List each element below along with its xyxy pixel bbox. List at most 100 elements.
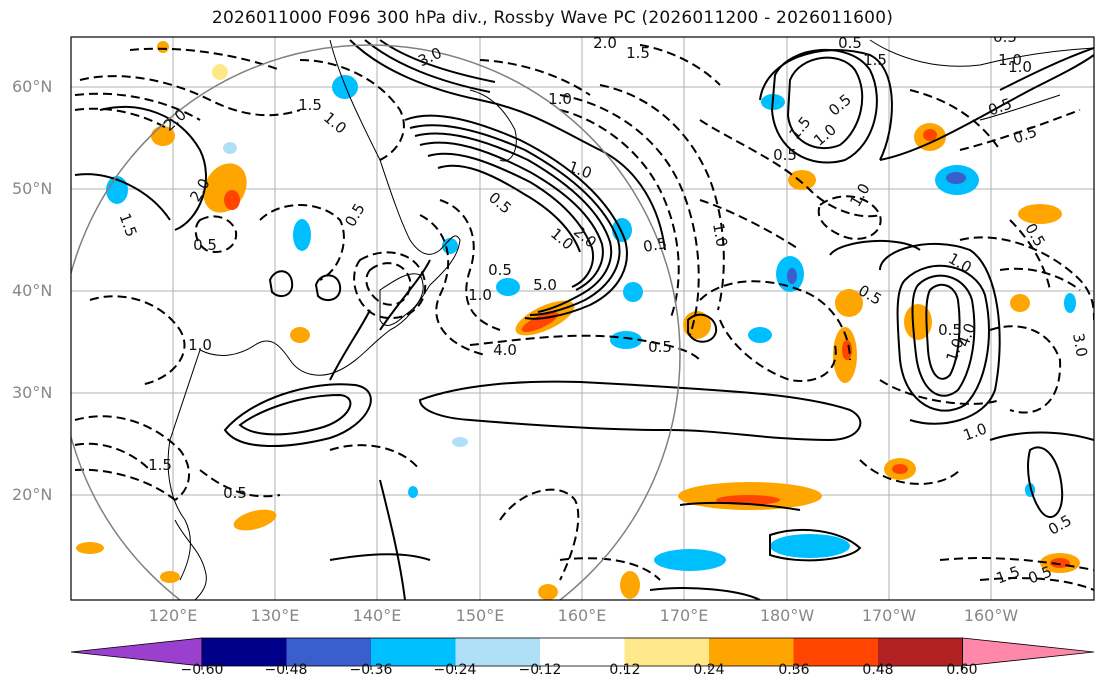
contour-label: 1.0 — [1008, 58, 1032, 76]
patch-negative — [332, 75, 358, 99]
contour-e-high — [911, 274, 976, 397]
lon-label-160e: 160°E — [557, 606, 607, 625]
patch-positive — [538, 584, 558, 600]
solid-contours — [74, 39, 1094, 600]
colorbar-segment — [286, 638, 371, 666]
contour-sw-high — [238, 393, 352, 436]
contour-center — [329, 309, 371, 381]
contour-north — [364, 39, 491, 93]
colorbar-tick-label: −0.36 — [349, 662, 393, 678]
patch-positive-core — [224, 190, 240, 210]
colorbar-tick-label: 0.36 — [778, 662, 810, 678]
contour-loop — [829, 240, 921, 256]
patch-negative — [612, 218, 632, 242]
contour-dashed — [859, 459, 961, 485]
patch-positive — [835, 289, 863, 317]
colorbar-segment — [371, 638, 456, 666]
colorbar-tick-label: −0.60 — [180, 662, 224, 678]
lon-label-150e: 150°E — [455, 606, 505, 625]
contour-label: 0.5 — [773, 146, 797, 164]
lon-label-170e: 170°E — [659, 606, 709, 625]
colorbar-tick-label: −0.12 — [518, 662, 562, 678]
colorbar-tick-label: −0.24 — [433, 662, 477, 678]
coast-kamchatka — [469, 89, 517, 162]
contour-south — [679, 501, 801, 511]
colorbar-tick-label: −0.48 — [264, 662, 308, 678]
dashed-contours — [74, 44, 1094, 591]
contour-se — [1027, 446, 1064, 518]
contour-label: 0.5 — [642, 234, 669, 256]
contour-south — [649, 587, 761, 600]
contour-label: 3.0 — [1069, 332, 1091, 359]
contour-label: 0.5 — [223, 484, 247, 502]
patch-negative — [1064, 293, 1076, 313]
contour-dashed — [419, 214, 486, 356]
contour-dashed — [89, 295, 186, 386]
patch-negative-core — [787, 268, 797, 284]
patch-positive — [1010, 294, 1030, 312]
patch-positive — [1018, 204, 1062, 224]
patch-negative — [223, 142, 237, 154]
contour-jet — [414, 132, 613, 313]
contour-dashed — [259, 204, 345, 281]
contour-label: 1.0 — [548, 90, 572, 108]
contour-dashed — [559, 557, 661, 581]
lat-label-40n: 40°N — [12, 281, 53, 300]
patch-positive — [788, 170, 816, 190]
contour-dashed — [699, 119, 881, 218]
contour-dashed — [199, 469, 281, 498]
contour-dashed — [479, 59, 591, 96]
contour-dashed — [719, 319, 837, 382]
lat-label-20n: 20°N — [12, 485, 53, 504]
contour-dashed — [129, 47, 281, 71]
contour-dashed — [939, 557, 1094, 571]
map-title: 2026011000 F096 300 hPa div., Rossby Wav… — [211, 8, 894, 28]
contour-dashed — [959, 109, 1081, 151]
patch-negative — [496, 278, 520, 296]
contour-nw — [74, 173, 171, 221]
contour-dashed — [699, 280, 851, 361]
patch-positive-core — [892, 464, 908, 474]
lon-label-120e: 120°E — [148, 606, 198, 625]
contour-label: 1.0 — [468, 286, 492, 304]
reference-circle — [71, 44, 681, 600]
colorbar-segment — [202, 638, 287, 666]
patch-negative — [748, 327, 772, 343]
contour-dashed — [559, 109, 680, 321]
contour-dashed — [365, 262, 412, 306]
contour-cluster — [314, 274, 342, 302]
contour-dashed — [979, 577, 1094, 591]
lon-label-140e: 140°E — [352, 606, 402, 625]
contour-east — [999, 47, 1094, 91]
contour-label: 2.0 — [593, 34, 617, 52]
patch-positive-core — [842, 340, 852, 360]
patch-negative — [293, 219, 311, 251]
colorbar-arrow-right — [962, 637, 1095, 667]
patch-negative — [770, 534, 850, 558]
contour-jet — [409, 124, 621, 316]
contour-label: 1.0 — [998, 51, 1022, 69]
contour-dashed — [959, 236, 1094, 321]
contour-jet — [427, 152, 594, 288]
lat-label-50n: 50°N — [12, 179, 53, 198]
patch-positive — [157, 41, 169, 53]
contour-dashed — [439, 199, 501, 331]
contour-label: 1.5 — [298, 96, 322, 114]
contour-jet — [419, 141, 604, 291]
contour-dashed — [699, 199, 801, 251]
colorbar-segment — [709, 638, 794, 666]
patch-negative-core — [946, 172, 966, 184]
contour-dashed — [469, 334, 701, 361]
contour-label: 0.5 — [648, 338, 672, 356]
coastlines — [167, 39, 1094, 600]
contour-dashed — [194, 215, 238, 253]
contour-dashed — [299, 59, 405, 161]
lon-label-170w: 170°W — [861, 606, 917, 625]
patch-positive — [290, 327, 310, 343]
colorbar-segment — [624, 638, 709, 666]
colorbar-segment — [878, 638, 963, 666]
contour-sw-high — [223, 383, 372, 448]
contour-dashed — [499, 488, 580, 581]
coast-asia — [199, 39, 461, 376]
